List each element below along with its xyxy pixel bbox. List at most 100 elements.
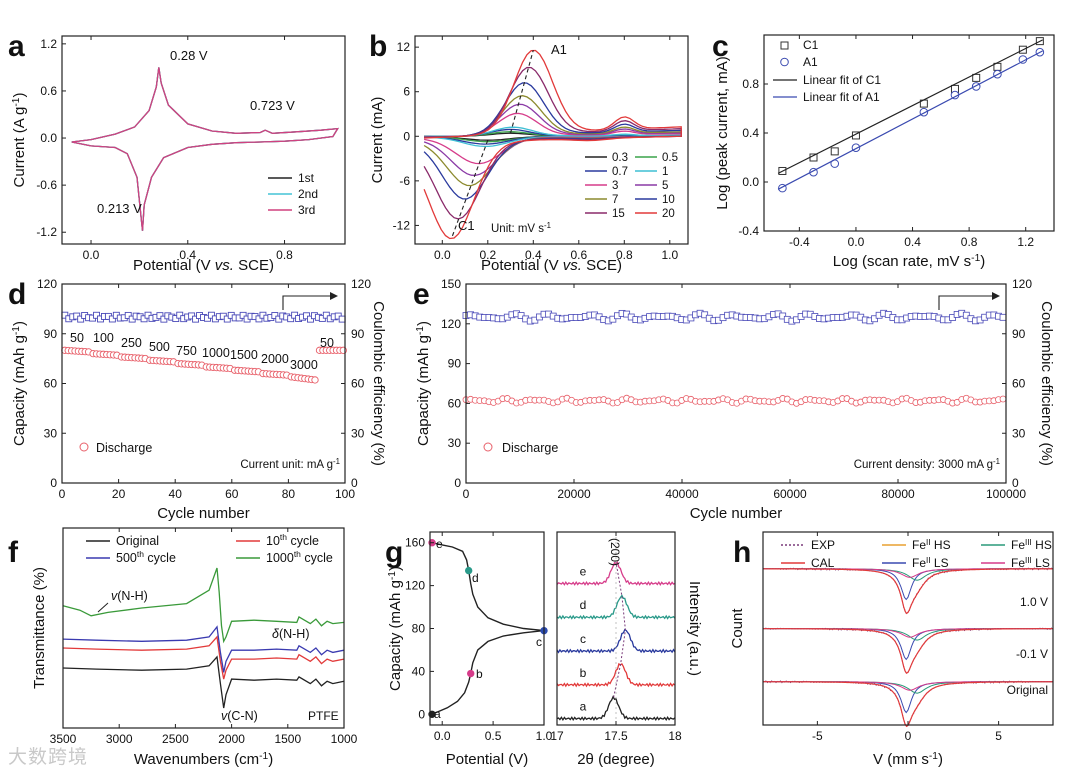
point-label: c: [536, 635, 542, 649]
ce-point: [192, 315, 200, 323]
state-point-d: [464, 566, 473, 575]
y-axis-label: Transmittance (%): [31, 567, 48, 689]
legend-label: Linear fit of A1: [803, 90, 880, 104]
panel-letter: a: [8, 30, 25, 63]
y-tick-label: 60: [44, 377, 58, 391]
mossbauer-component: [763, 628, 1053, 661]
panel-h: h -5 0 5 V (mm s-1) Count 1.0 V -0.1 V Original E…: [729, 531, 1054, 769]
legend-label: 0.7: [612, 166, 628, 178]
panel-letter: d: [8, 278, 26, 311]
point-label: b: [476, 667, 483, 681]
charge-curve: [431, 542, 545, 632]
axis-arrow: [282, 295, 330, 310]
panel-c: c -0.4 0.0 0.4 0.8 1.2 -0.4 0.0 0.4 0.8 Log (scan …: [712, 30, 1055, 271]
x-axis-label: V (mm s-1): [873, 751, 943, 769]
y-tick-label: 120: [405, 579, 425, 593]
mossbauer-cal: [763, 628, 1053, 675]
legend-label: 7: [612, 194, 618, 206]
rate-label: 250: [121, 336, 142, 350]
axis-arrow-head: [330, 292, 338, 300]
pattern-label: c: [580, 632, 586, 646]
x-tick-label: 1000: [331, 732, 358, 746]
panel-b: b 0.0 0.2 0.4 0.6 0.8 1.0 -12 -6 0 6 12 Potential (V…: [369, 30, 689, 274]
ce-point: [999, 313, 1007, 321]
legend-label: FeIII HS: [1011, 538, 1052, 553]
note-label: Current unit: mA g-1: [240, 457, 340, 472]
y-tick-label: 30: [448, 436, 462, 450]
y-tick-label: 0.0: [742, 175, 759, 189]
rate-label: 1500: [230, 348, 258, 362]
annotation-pointer: [97, 602, 109, 613]
x-tick-label: 60000: [773, 487, 807, 501]
y-tick-label: 0.4: [742, 126, 759, 140]
rate-label: 500: [149, 340, 170, 354]
x-tick-label: 40: [169, 487, 183, 501]
x-tick-label: 3000: [106, 732, 133, 746]
ce-point: [255, 315, 263, 323]
y2-tick-label: 90: [351, 327, 365, 341]
spectrum-label: Original: [1007, 683, 1048, 697]
annotation: δ(N-H): [272, 627, 310, 641]
legend-label: FeII HS: [912, 538, 951, 553]
ce-point: [176, 311, 184, 319]
panel-letter: h: [733, 536, 751, 569]
y-axis-label: Capacity (mAh g-1): [387, 566, 405, 691]
ce-point: [609, 315, 617, 323]
x-tick-label: 0.8: [961, 235, 978, 249]
ce-point: [140, 315, 148, 323]
axis-arrow-head: [992, 292, 1000, 300]
x-tick-label: 20: [112, 487, 126, 501]
x-tick-label: 17.5: [604, 729, 628, 743]
ftir-curve: [62, 635, 345, 680]
y-tick-label: 0.8: [742, 77, 759, 91]
fit-line: [777, 39, 1043, 174]
x-tick-label: 1.2: [1017, 235, 1034, 249]
rate-label: 50: [320, 336, 334, 350]
x-tick-label: 0.0: [434, 248, 451, 262]
panel-a: a 0.0 0.4 0.8 -1.2 -0.6 0.0 0.6 1.2 Potential (V …: [8, 30, 346, 274]
rate-label: 50: [70, 331, 84, 345]
state-point-b: [467, 669, 475, 678]
x-tick-label: 0.0: [848, 235, 865, 249]
legend-marker: [79, 442, 89, 452]
cv-curve-3rd: [71, 67, 339, 231]
spectrum-label: -0.1 V: [1016, 647, 1048, 661]
peak-trend-line: [613, 562, 626, 698]
a1-trend-line: [509, 49, 534, 134]
note-label: Current density: 3000 mA g-1: [854, 457, 1000, 472]
panel-letter: f: [8, 536, 19, 569]
y-tick-label: 0.6: [40, 84, 57, 98]
x-axis-label: 2θ (degree): [577, 751, 655, 768]
legend-label: 500th cycle: [116, 549, 176, 565]
x-axis-label: Potential (V vs. SCE): [481, 257, 622, 274]
x-tick-label: 0: [463, 487, 470, 501]
ce-point: [271, 312, 279, 319]
legend-marker: [780, 41, 789, 50]
ce-point: [701, 311, 709, 319]
ce-point: [962, 311, 970, 319]
ce-point: [108, 315, 116, 323]
y-tick-label: 6: [403, 85, 410, 99]
point-label: d: [472, 571, 479, 585]
x-axis-label: Cycle number: [157, 505, 250, 522]
x-tick-label: 80: [282, 487, 296, 501]
y-axis-label: Count: [729, 608, 746, 649]
mossbauer-component: [763, 628, 1053, 641]
y-axis-label: Capacity (mAh g-1): [11, 321, 29, 446]
spectrum-label: 1.0 V: [1020, 595, 1048, 609]
panel-g: g 0.0 0.5 1.0 0 40 80 120 160 Potential (V) Capaci…: [385, 531, 553, 768]
y-tick-label: 0: [403, 129, 410, 143]
x-axis-label: Log (scan rate, mV s-1): [833, 253, 985, 271]
ce-point: [156, 312, 164, 320]
x-tick-label: -0.4: [789, 235, 810, 249]
y-tick-label: -0.6: [36, 178, 57, 192]
legend-label: Original: [116, 534, 159, 548]
ce-point: [93, 311, 100, 319]
annotation: PTFE: [308, 709, 339, 723]
legend-label: A1: [803, 55, 818, 69]
panel-g-xrd: a b c d e 17 17.5 18 2θ (degree) Intensity (a.u.)…: [550, 531, 703, 768]
x-tick-label: 0.0: [434, 729, 451, 743]
unit-label: Unit: mV s-1: [491, 221, 551, 236]
legend-label: 1000th cycle: [266, 549, 333, 565]
